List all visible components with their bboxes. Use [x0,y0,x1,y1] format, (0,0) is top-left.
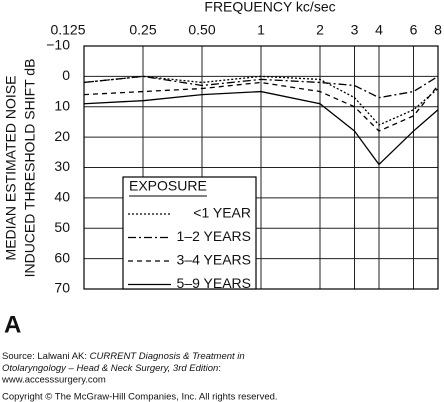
plot-frame [83,45,439,290]
source: Source: Lalwani AK: CURRENT Diagnosis & … [2,351,245,362]
legend-label: <1 YEAR [193,205,251,221]
copyright: Copyright © The McGraw-Hill Companies, I… [2,392,278,402]
x-tick-label: 3 [351,22,359,38]
book-title: CURRENT Diagnosis & Treatment in [90,351,245,362]
series-line [83,75,439,99]
x-tick-label: 4 [375,22,383,38]
source-prefix: Source: Lalwani AK: [2,351,90,362]
panel-label: A [4,311,21,338]
y-tick-label: 60 [54,249,70,265]
x-axis-title: FREQUENCY kc/sec [204,0,335,15]
x-tick-label: 2 [316,22,324,38]
y-tick-label: 0 [62,67,70,83]
website: www.accesssurgery.com [1,375,106,386]
y-tick-label: 10 [54,97,70,113]
series-line [83,90,439,166]
series-line [83,75,439,126]
source: Otolaryngology – Head & Neck Surgery, 3r… [2,363,221,374]
x-tick-label: 0.50 [188,22,215,38]
series-line [83,81,439,132]
legend-label: 5–9 YEARS [177,275,251,291]
x-tick-label: 0.25 [129,22,156,38]
legend-title: EXPOSURE [129,178,207,194]
y-axis-title: INDUCED THRESHOLD SHIFT dB [22,59,38,278]
x-tick-label: 6 [410,22,418,38]
y-tick-label: 40 [54,189,70,205]
x-tick-label: 8 [434,22,442,38]
y-tick-label: 70 [54,280,70,296]
book-title: Otolaryngology – Head & Neck Surgery, 3r… [2,363,218,374]
legend-label: 1–2 YEARS [177,228,251,244]
y-tick-label: 50 [54,219,70,235]
y-tick-label: 30 [54,158,70,174]
x-tick-label: 1 [257,22,265,38]
book-title-suffix: : [218,363,221,374]
y-tick-label: −10 [46,37,70,53]
y-axis-title: MEDIAN ESTIMATED NOISE [3,76,19,261]
y-tick-label: 20 [54,128,70,144]
legend-label: 3–4 YEARS [177,252,251,268]
x-tick-label: 0.125 [50,22,85,38]
